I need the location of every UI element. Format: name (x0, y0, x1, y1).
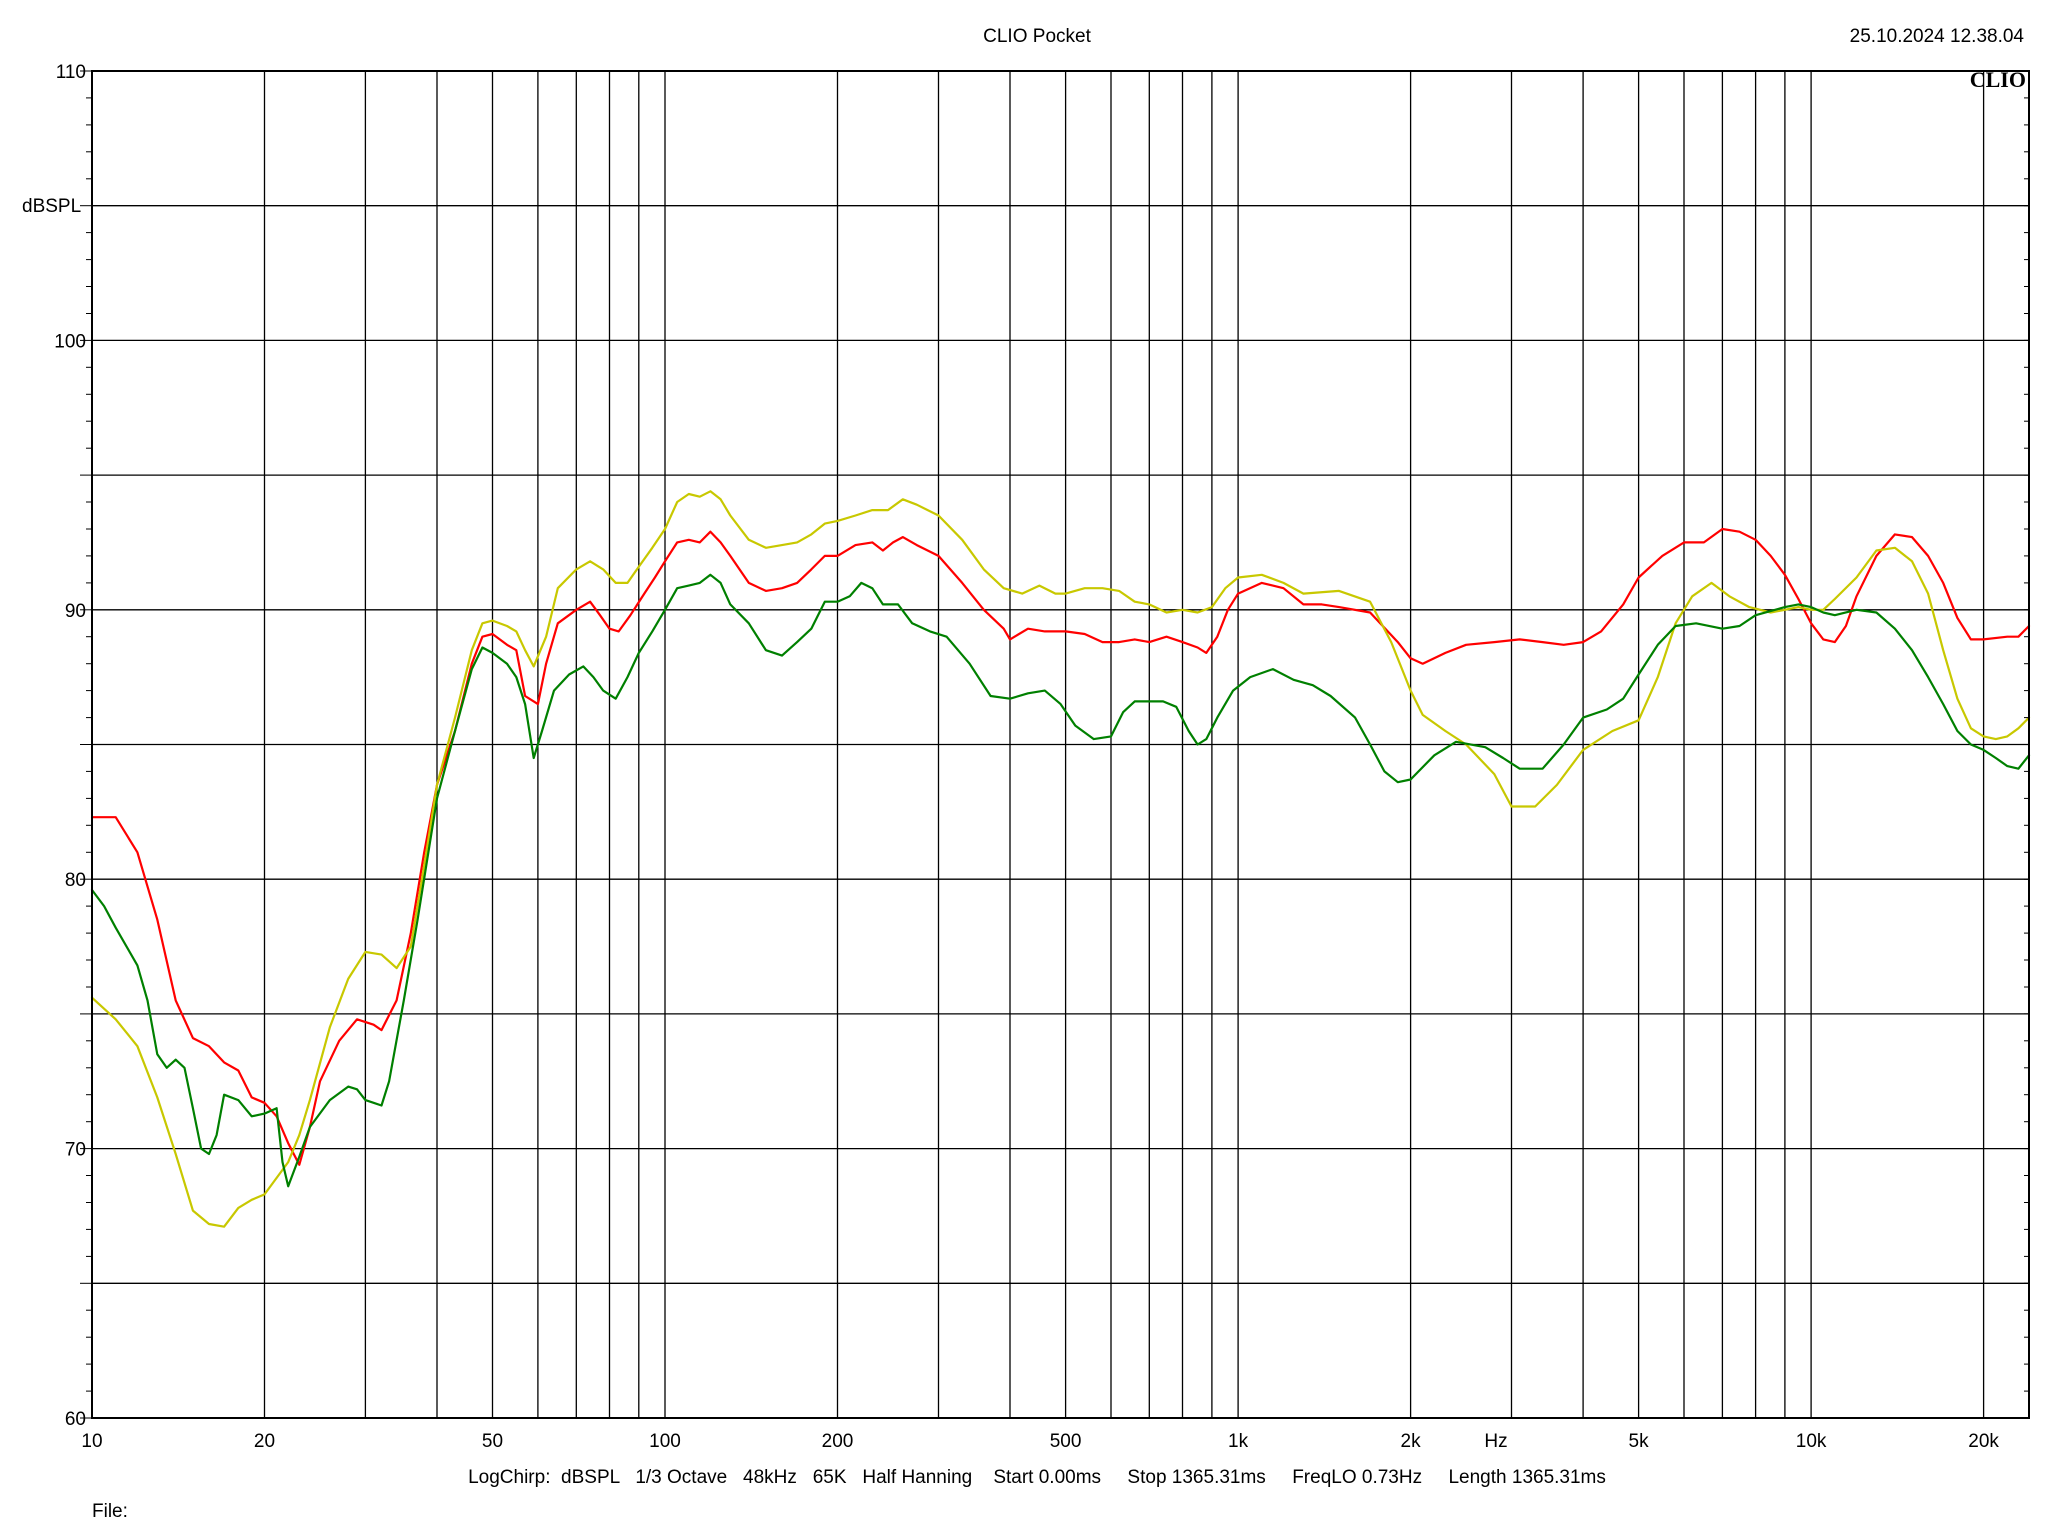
series-line-2 (90, 490, 2031, 1228)
x-axis-label: Hz (1484, 1431, 1507, 1452)
tick-labels: 10 20 50 100 200 500 1k 2k 5k 10k 20k 60 70 80 90 100 11… (54, 62, 2029, 1452)
x-tick-label: 10k (1796, 1431, 1827, 1452)
file-label: File: (92, 1501, 128, 1522)
x-tick-label: 5k (1629, 1431, 1650, 1452)
y-tick-label: 60 (65, 1409, 86, 1430)
series-line-1 (90, 527, 2031, 1166)
y-tick-label: 70 (65, 1140, 86, 1161)
measurement-settings: LogChirp: dBSPL 1/3 Octave 48kHz 65K Hal… (468, 1467, 1606, 1488)
chart-title: CLIO Pocket (983, 26, 1091, 47)
x-tick-label: 20 (254, 1431, 275, 1452)
y-tick-label: 110 (56, 62, 86, 83)
x-tick-label: 2k (1401, 1431, 1422, 1452)
x-tick-label: 20k (1968, 1431, 1999, 1452)
x-tick-label: 200 (822, 1431, 854, 1452)
x-tick-label: 100 (649, 1431, 681, 1452)
y-axis-label: dBSPL (22, 196, 81, 217)
series-layer (90, 490, 2031, 1228)
grid (91, 70, 2029, 1419)
y-tick-label: 90 (65, 601, 86, 622)
x-tick-label: 50 (482, 1431, 503, 1452)
x-tick-label: 1k (1228, 1431, 1249, 1452)
clio-logo: CLIO (1970, 67, 2026, 92)
y-tick-label: 80 (65, 870, 86, 891)
x-tick-label: 500 (1050, 1431, 1082, 1452)
series-line-3 (90, 573, 2031, 1188)
timestamp: 25.10.2024 12.38.04 (1850, 26, 2025, 47)
y-tick-label: 100 (54, 331, 86, 352)
x-tick-label: 10 (81, 1431, 102, 1452)
